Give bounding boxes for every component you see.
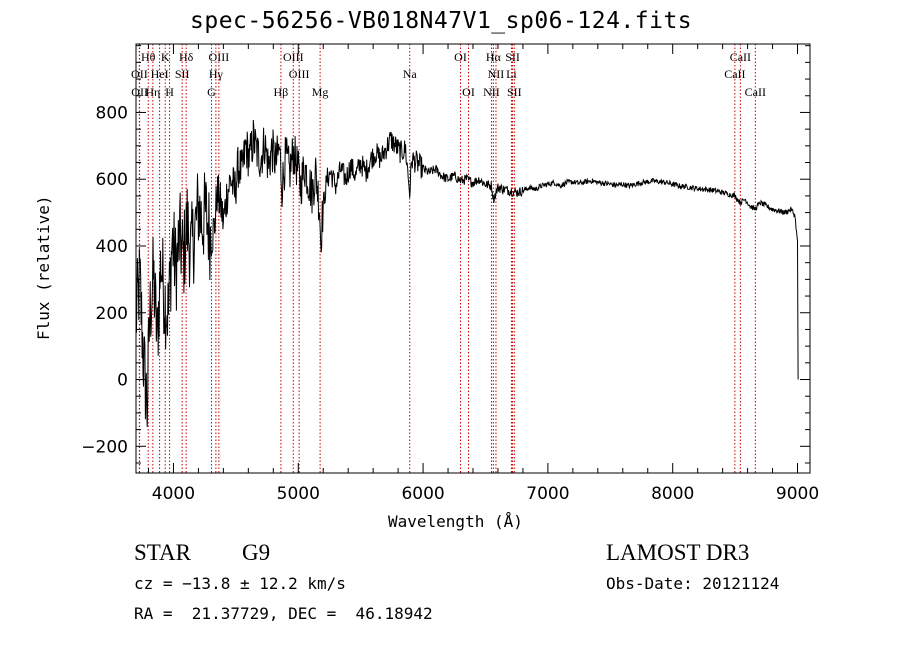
y-tick-label: 600 <box>96 170 128 190</box>
line-label: Hθ <box>141 50 156 64</box>
line-label: OIII <box>283 50 304 64</box>
line-label: OI <box>462 85 475 99</box>
y-tick-label: 200 <box>96 304 128 324</box>
emission-line-markers <box>138 44 756 473</box>
line-label: OI <box>454 50 467 64</box>
y-axis-label: Flux (relative) <box>34 195 53 341</box>
line-label: Hα <box>486 50 502 64</box>
spectrum-series <box>135 119 799 427</box>
line-label: SII <box>505 50 520 64</box>
axes: 4000 5000 6000 7000 8000 9000 −200 0 200 400 600 80… <box>81 43 819 504</box>
spectrum-line <box>135 119 799 427</box>
line-label: Mg <box>312 85 329 99</box>
line-label: Hβ <box>274 85 289 99</box>
line-label: SII <box>175 67 190 81</box>
chart-title: spec-56256-VB018N47V1_sp06-124.fits <box>190 8 693 34</box>
y-tick-label: 0 <box>117 371 128 391</box>
line-label: Li <box>506 67 517 81</box>
line-label: Hη <box>145 85 160 99</box>
object-subclass: G9 <box>242 540 271 565</box>
x-tick-label: 4000 <box>152 484 195 504</box>
coordinates-text: RA = 21.37729, DEC = 46.18942 <box>134 604 433 623</box>
y-tick-label: −200 <box>81 437 128 457</box>
line-label: NII <box>483 85 500 99</box>
line-label: CaII <box>724 67 745 81</box>
x-tick-label: 8000 <box>651 484 694 504</box>
line-label: CaII <box>730 50 751 64</box>
line-label: Hδ <box>179 50 194 64</box>
y-tick-label: 400 <box>96 237 128 257</box>
x-tick-label: 6000 <box>401 484 444 504</box>
line-label: Na <box>403 67 418 81</box>
x-tick-label: 7000 <box>526 484 569 504</box>
line-label: HeI <box>151 67 169 81</box>
observation-date: Obs-Date: 20121124 <box>606 574 780 593</box>
line-label: NII <box>488 67 505 81</box>
x-axis-label: Wavelength (Å) <box>388 512 523 531</box>
line-label: CaII <box>745 85 766 99</box>
x-tick-label: 5000 <box>277 484 320 504</box>
line-label: OII <box>131 85 148 99</box>
line-label: SII <box>507 85 522 99</box>
redshift-text: cz = −13.8 ± 12.2 km/s <box>134 574 346 593</box>
survey-name: LAMOST DR3 <box>606 540 750 565</box>
line-label: G <box>207 85 216 99</box>
object-class: STAR <box>134 540 191 565</box>
line-label: OIII <box>289 67 310 81</box>
plot-frame <box>135 43 811 474</box>
y-tick-label: 800 <box>96 103 128 123</box>
line-label: OIII <box>209 50 230 64</box>
line-label: Hγ <box>209 67 224 81</box>
line-label: OII <box>131 67 148 81</box>
x-tick-label: 9000 <box>776 484 819 504</box>
line-label: H <box>165 85 174 99</box>
line-label: K <box>161 50 170 64</box>
